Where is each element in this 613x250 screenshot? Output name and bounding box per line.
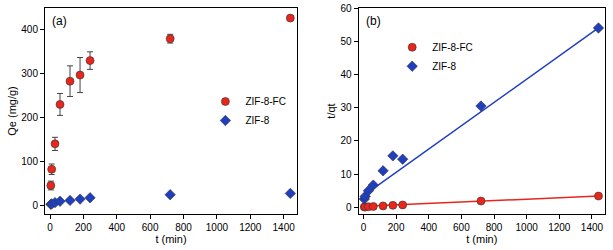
svg-text:200: 200	[21, 112, 38, 123]
svg-text:0: 0	[361, 222, 367, 233]
svg-text:ZIF-8-FC: ZIF-8-FC	[245, 96, 286, 107]
svg-text:t/qt: t/qt	[325, 103, 337, 118]
svg-text:1400: 1400	[273, 222, 296, 233]
svg-text:t (min): t (min)	[466, 233, 497, 245]
svg-text:ZIF-8: ZIF-8	[432, 61, 456, 72]
svg-text:800: 800	[175, 222, 192, 233]
svg-text:Qe (mg/g): Qe (mg/g)	[6, 86, 18, 136]
svg-text:800: 800	[486, 222, 503, 233]
svg-text:ZIF-8-FC: ZIF-8-FC	[432, 42, 473, 53]
svg-text:100: 100	[21, 156, 38, 167]
svg-text:1000: 1000	[206, 222, 229, 233]
svg-text:1400: 1400	[581, 222, 604, 233]
svg-text:20: 20	[340, 135, 352, 146]
svg-text:400: 400	[21, 24, 38, 35]
svg-text:400: 400	[108, 222, 125, 233]
svg-text:0: 0	[47, 222, 53, 233]
svg-text:200: 200	[75, 222, 92, 233]
svg-text:(a): (a)	[52, 14, 67, 28]
svg-text:400: 400	[420, 222, 437, 233]
svg-text:40: 40	[340, 69, 352, 80]
svg-text:30: 30	[340, 102, 352, 113]
svg-text:1200: 1200	[239, 222, 262, 233]
svg-text:1200: 1200	[548, 222, 571, 233]
svg-text:t (min): t (min)	[155, 233, 186, 245]
svg-text:1000: 1000	[516, 222, 539, 233]
svg-text:0: 0	[346, 202, 352, 213]
svg-text:60: 60	[340, 3, 352, 14]
svg-text:300: 300	[21, 68, 38, 79]
svg-text:ZIF-8: ZIF-8	[245, 115, 269, 126]
svg-text:(b): (b)	[366, 14, 381, 28]
svg-text:600: 600	[142, 222, 159, 233]
svg-text:600: 600	[453, 222, 470, 233]
svg-text:200: 200	[388, 222, 405, 233]
svg-text:50: 50	[340, 36, 352, 47]
svg-text:10: 10	[340, 169, 352, 180]
svg-text:0: 0	[32, 200, 38, 211]
